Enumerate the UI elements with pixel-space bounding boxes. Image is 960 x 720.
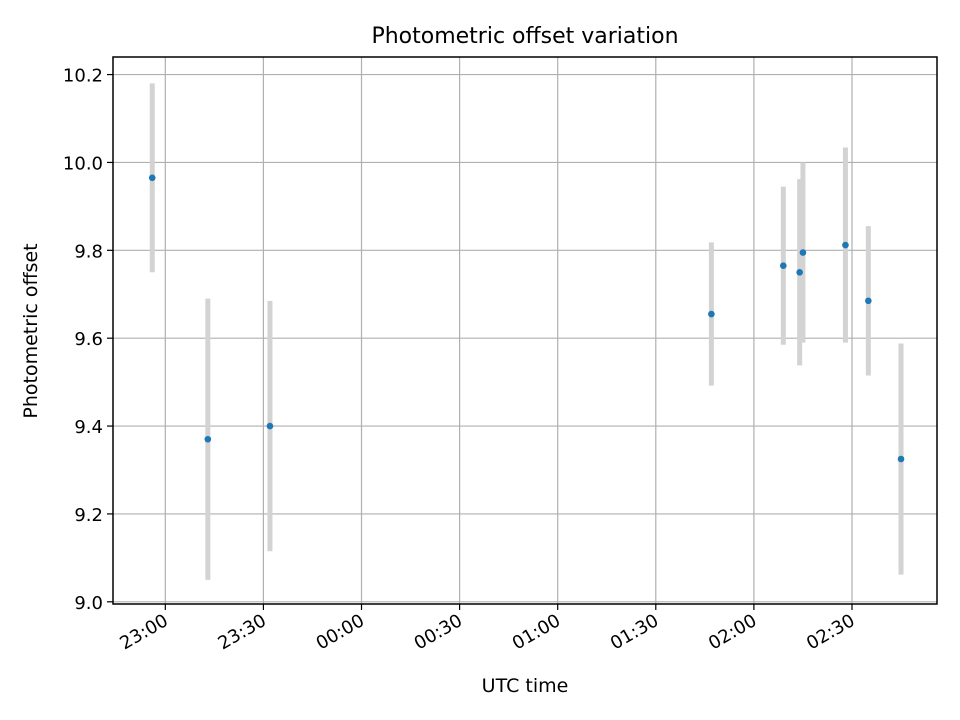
y-tick-label: 10.2 (63, 66, 103, 87)
y-tick-label: 9.4 (74, 417, 103, 438)
chart-title: Photometric offset variation (371, 24, 678, 49)
error-bars (149, 83, 904, 580)
y-tick-label: 9.8 (74, 241, 103, 262)
data-point (266, 422, 274, 430)
data-point (204, 435, 212, 443)
x-tick-label: 00:00 (313, 610, 368, 654)
axis-ticks: 9.0 9.2 9.4 9.6 9.8 10.0 10.2 23:00 23:30 00:00 00… (63, 66, 859, 655)
x-tick-label: 23:30 (214, 610, 269, 654)
x-tick-label: 01:00 (509, 610, 564, 654)
data-point (897, 455, 905, 463)
data-point (796, 268, 803, 276)
data-point (865, 297, 872, 305)
x-tick-label: 02:30 (803, 610, 858, 654)
y-tick-label: 10.0 (63, 153, 103, 174)
y-tick-label: 9.6 (74, 329, 103, 350)
grid-lines (113, 57, 937, 604)
y-axis-label: Photometric offset (20, 243, 42, 418)
data-point (148, 174, 156, 182)
x-axis-label: UTC time (482, 675, 569, 697)
data-point (842, 241, 849, 249)
data-point (708, 310, 715, 318)
x-tick-label: 23:00 (116, 610, 171, 654)
y-tick-label: 9.0 (74, 593, 103, 614)
x-tick-label: 02:00 (705, 610, 760, 654)
x-tick-label: 01:30 (607, 610, 662, 654)
y-tick-label: 9.2 (74, 505, 103, 526)
plot-frame (112, 56, 938, 605)
data-point (799, 249, 807, 256)
x-tick-label: 00:30 (411, 610, 466, 654)
data-point (780, 262, 787, 269)
data-points (148, 174, 905, 463)
